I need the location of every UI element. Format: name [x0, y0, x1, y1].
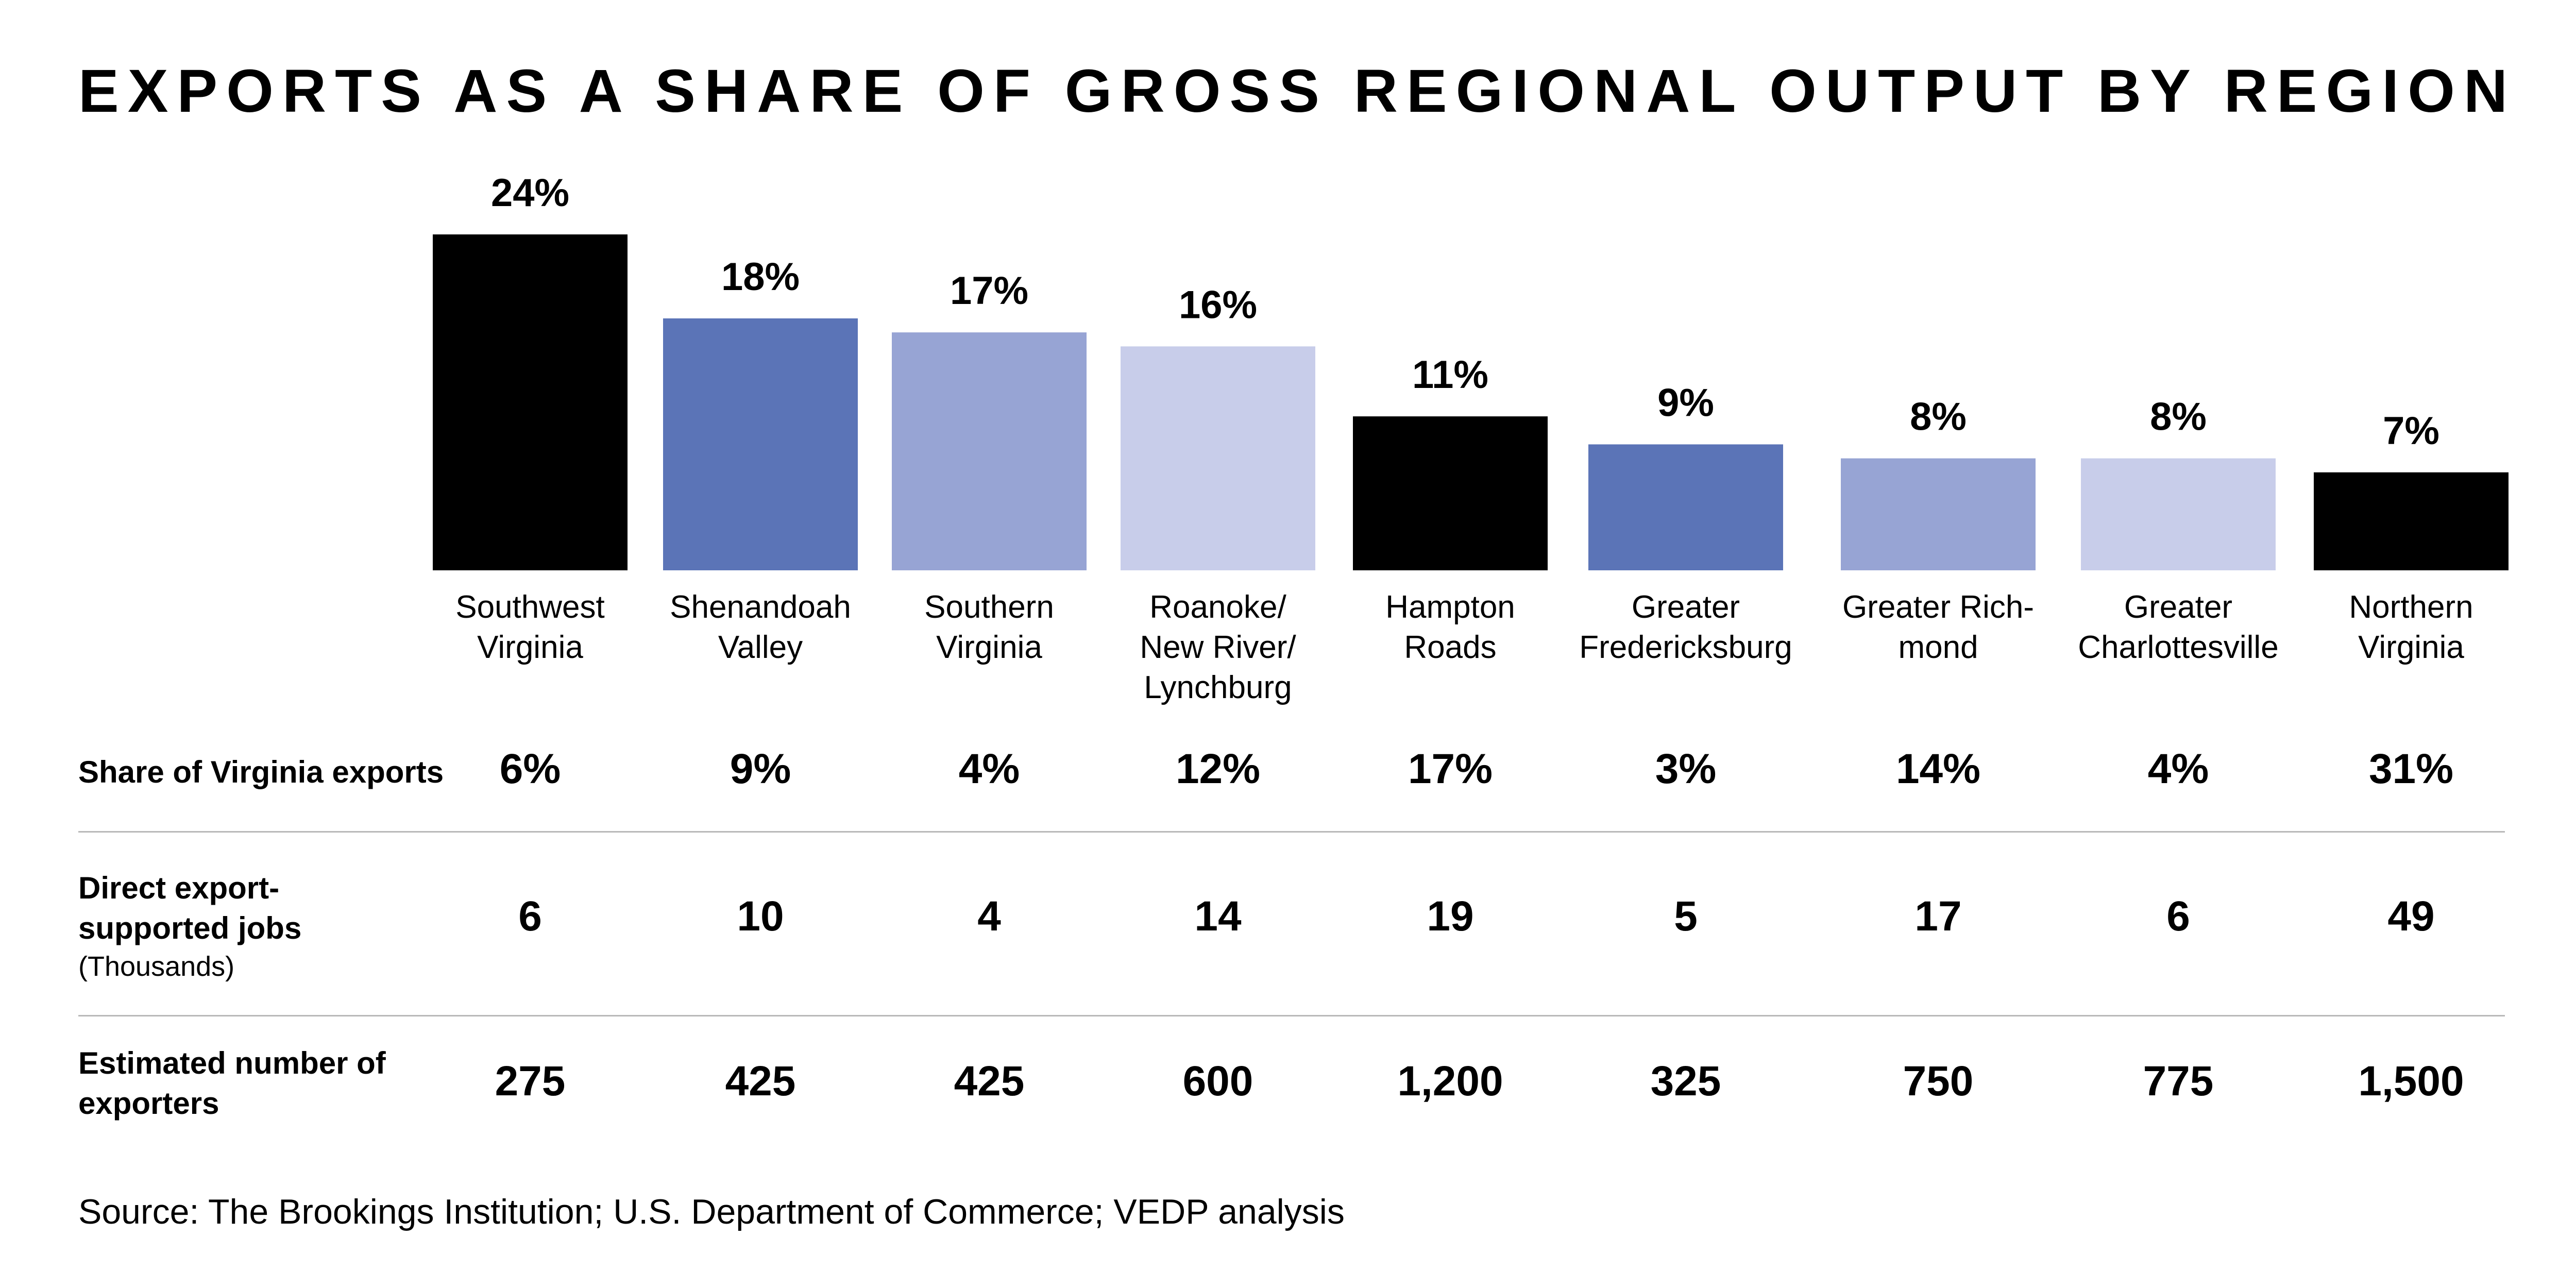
- table-cell: 425: [725, 1058, 796, 1105]
- table-cell: 425: [954, 1058, 1025, 1105]
- row-label-text: Direct export-supported jobs: [78, 871, 302, 945]
- row-label-share-of-exports: Share of Virginia exports: [78, 752, 470, 792]
- table-cell: 750: [1903, 1058, 1974, 1105]
- row-label-text: Estimated number of exporters: [78, 1046, 386, 1121]
- table-cell: 6: [518, 893, 542, 940]
- category-label: Shenandoah Valley: [670, 589, 851, 665]
- category-label: Roanoke/New River/Lynchburg: [1140, 589, 1296, 705]
- bar-value-label: 17%: [950, 269, 1028, 313]
- table-cell: 12%: [1175, 745, 1261, 792]
- divider: [78, 831, 2505, 833]
- bar-value-label: 8%: [2150, 395, 2207, 439]
- bar-chart: 24% 18% 17% 16% 11% 9% 8% 8% 7%: [433, 171, 2509, 570]
- table-cell: 49: [2387, 893, 2435, 940]
- source-note: Source: The Brookings Institution; U.S. …: [78, 1192, 1345, 1231]
- table-cell: 600: [1182, 1058, 1253, 1105]
- bar: [2081, 458, 2276, 570]
- category-label: Hampton Roads: [1385, 589, 1515, 665]
- bar-value-label: 11%: [1412, 353, 1488, 397]
- bar-value-label: 7%: [2383, 409, 2439, 453]
- category-label: Greater Fredericksburg: [1579, 589, 1792, 665]
- category-label: Greater Charlottesville: [2078, 589, 2279, 665]
- bar: [892, 332, 1087, 570]
- table-cell: 1,500: [2358, 1058, 2464, 1105]
- row-label-text: Share of Virginia exports: [78, 755, 444, 789]
- bar: [433, 234, 628, 570]
- bar: [2314, 472, 2509, 570]
- row-label-estimated-exporters: Estimated number of exporters: [78, 1043, 387, 1124]
- table-cell: 17%: [1408, 745, 1493, 792]
- bar-value-label: 18%: [721, 255, 800, 299]
- table-cell: 14: [1194, 893, 1242, 940]
- table-cell: 325: [1650, 1058, 1721, 1105]
- table-cell: 17: [1914, 893, 1962, 940]
- table-cell: 275: [495, 1058, 566, 1105]
- row-label-direct-jobs: Direct export-supported jobs (Thousands): [78, 868, 367, 985]
- table-cell: 31%: [2368, 745, 2454, 792]
- bar-value-label: 24%: [491, 171, 569, 215]
- bar-value-label: 8%: [1910, 395, 1967, 439]
- bar: [1841, 458, 2036, 570]
- bar-value-label: 9%: [1657, 381, 1714, 425]
- table-cell: 3%: [1655, 745, 1717, 792]
- table-cell: 14%: [1895, 745, 1981, 792]
- table-cell: 775: [2143, 1058, 2214, 1105]
- chart-title: EXPORTS AS A SHARE OF GROSS REGIONAL OUT…: [78, 57, 2517, 125]
- table-cell: 1,200: [1397, 1058, 1503, 1105]
- divider: [78, 1015, 2505, 1016]
- category-label: Southern Virginia: [924, 589, 1054, 665]
- bar-value-label: 16%: [1179, 283, 1257, 327]
- table-cell: 4: [977, 893, 1001, 940]
- table-cell: 10: [737, 893, 784, 940]
- bar: [663, 318, 858, 570]
- table-cell: 4%: [2147, 745, 2209, 792]
- table-cell: 19: [1427, 893, 1474, 940]
- table-cell: 9%: [730, 745, 791, 792]
- category-label: Southwest Virginia: [455, 589, 605, 665]
- bar: [1353, 416, 1548, 570]
- table-cell: 6%: [499, 745, 561, 792]
- bar: [1121, 346, 1315, 570]
- table-cell: 5: [1674, 893, 1698, 940]
- bar: [1588, 444, 1783, 570]
- table-cell: 4%: [958, 745, 1020, 792]
- category-label: Northern Virginia: [2349, 589, 2473, 665]
- table-cell: 6: [2166, 893, 2190, 940]
- category-label: Greater Rich-mond: [1842, 589, 2035, 665]
- row-sublabel: (Thousands): [78, 951, 235, 982]
